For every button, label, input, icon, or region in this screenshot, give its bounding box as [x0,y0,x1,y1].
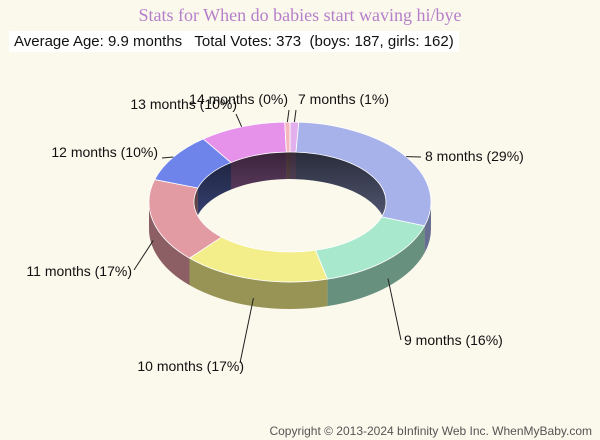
slice-8-months-label: 8 months (29%) [425,148,524,164]
hole-shadow [194,152,386,229]
slice-9-months-leader-line [387,278,402,341]
slice-9-months-side [327,225,425,307]
stats-summary: Average Age: 9.9 months Total Votes: 373… [9,31,459,52]
slice-10-months-side [189,258,328,309]
copyright-footer: Copyright © 2013-2024 bInfinity Web Inc.… [269,424,592,438]
slice-13-months-leader-line [235,113,243,128]
slice-11-months-label: 11 months (17%) [26,263,132,279]
slice-7-months-label: 7 months (1%) [298,91,389,107]
slice-9-months-label: 9 months (16%) [404,332,503,348]
donut-slices [148,121,432,283]
slice-14-months-label: 14 months (0%) [189,91,288,107]
slice-14-months-leader-line [286,109,290,123]
slice-12-months-leader-line [161,156,174,159]
slice-10-months-label: 10 months (17%) [137,358,244,374]
slice-10-months-leader-line [239,298,254,364]
slice-labels: 7 months (1%) 8 months (29%) 9 months (16%… [26,91,523,374]
chart-title: Stats for When do babies start waving hi… [138,5,462,25]
donut-hole-wall [194,152,386,229]
slice-7-months-leader-line [293,109,297,123]
slice-11-months-leader-line [133,240,154,271]
slice-13-months-label: 13 months (10%) [130,96,237,112]
slice-12-months-label: 12 months (10%) [51,144,158,160]
slice-14-months [284,121,291,153]
